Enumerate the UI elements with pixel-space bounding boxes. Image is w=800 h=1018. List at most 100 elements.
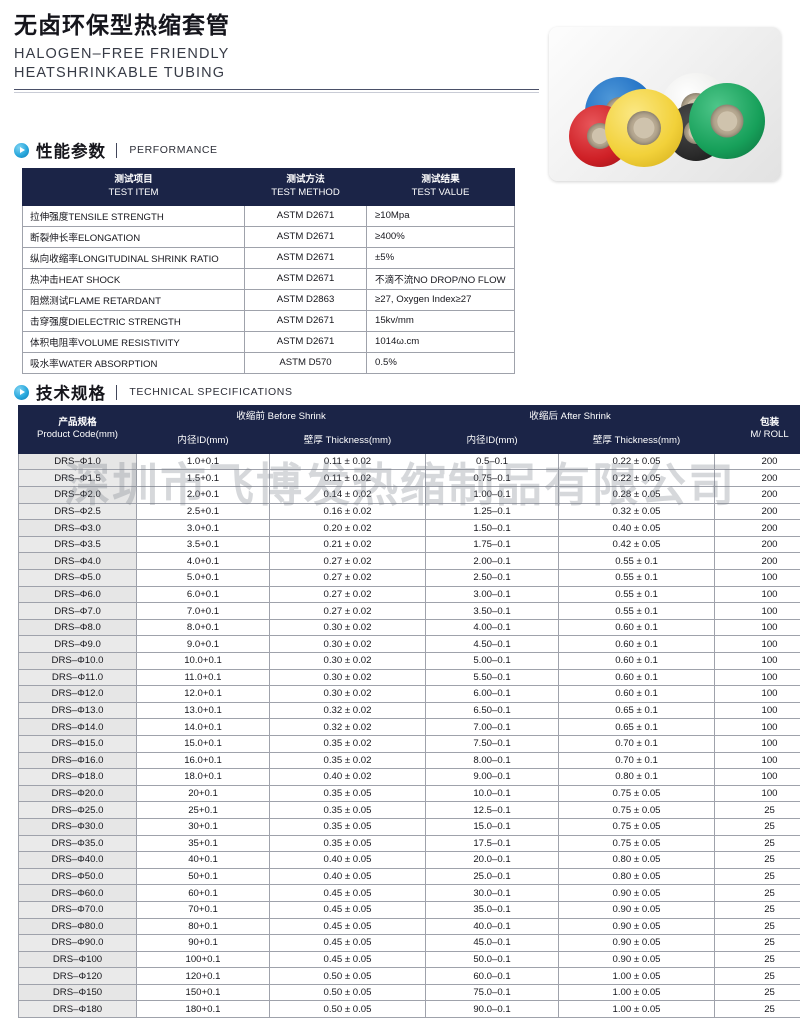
spec-after-id: 7.50–0.1: [426, 735, 559, 752]
spec-before-thickness: 0.50 ± 0.05: [270, 968, 426, 985]
page-title-en: HALOGEN–FREE FRIENDLY HEATSHRINKABLE TUB…: [14, 45, 544, 84]
spec-roll: 100: [715, 653, 800, 670]
spec-product-code: DRS–Φ5.0: [19, 570, 137, 587]
spec-before-thickness: 0.35 ± 0.05: [270, 818, 426, 835]
spec-before-thickness: 0.50 ± 0.05: [270, 1001, 426, 1018]
spec-product-code: DRS–Φ150: [19, 984, 137, 1001]
perf-item: 吸水率WATER ABSORPTION: [23, 352, 245, 373]
spec-roll: 200: [715, 520, 800, 537]
title-divider: [14, 89, 539, 90]
col-after-id: 内径ID(mm): [426, 429, 559, 453]
spec-roll: 25: [715, 835, 800, 852]
spec-product-code: DRS–Φ90.0: [19, 935, 137, 952]
spec-roll: 25: [715, 868, 800, 885]
spec-after-thickness: 0.42 ± 0.05: [559, 536, 715, 553]
section-heading-performance: 性能参数 PERFORMANCE: [14, 138, 218, 162]
spec-product-code: DRS–Φ3.0: [19, 520, 137, 537]
spec-roll: 25: [715, 901, 800, 918]
col-after-thickness: 壁厚 Thickness(mm): [559, 429, 715, 453]
spec-before-thickness: 0.16 ± 0.02: [270, 503, 426, 520]
spec-after-thickness: 0.55 ± 0.1: [559, 553, 715, 570]
spec-heading-cn: 技术规格: [36, 380, 106, 404]
tubing-roll-green: [689, 83, 765, 159]
spec-before-id: 80+0.1: [137, 918, 270, 935]
perf-method: ASTM D2671: [245, 226, 367, 247]
spec-after-id: 17.5–0.1: [426, 835, 559, 852]
spec-after-id: 0.5–0.1: [426, 453, 559, 470]
spec-product-code: DRS–Φ15.0: [19, 735, 137, 752]
spec-before-thickness: 0.11 ± 0.02: [270, 453, 426, 470]
spec-before-id: 10.0+0.1: [137, 653, 270, 670]
spec-before-id: 3.0+0.1: [137, 520, 270, 537]
spec-after-id: 50.0–0.1: [426, 951, 559, 968]
spec-product-code: DRS–Φ50.0: [19, 868, 137, 885]
spec-after-thickness: 0.60 ± 0.1: [559, 686, 715, 703]
spec-after-thickness: 0.75 ± 0.05: [559, 835, 715, 852]
spec-before-thickness: 0.30 ± 0.02: [270, 619, 426, 636]
spec-after-thickness: 0.22 ± 0.05: [559, 453, 715, 470]
spec-after-thickness: 0.70 ± 0.1: [559, 752, 715, 769]
page-title-en-line2: HEATSHRINKABLE TUBING: [14, 64, 544, 84]
spec-after-id: 6.50–0.1: [426, 702, 559, 719]
spec-after-thickness: 0.90 ± 0.05: [559, 918, 715, 935]
spec-before-thickness: 0.45 ± 0.05: [270, 918, 426, 935]
heading-separator: [116, 143, 117, 158]
spec-after-thickness: 0.80 ± 0.05: [559, 852, 715, 869]
spec-before-id: 16.0+0.1: [137, 752, 270, 769]
spec-roll: 200: [715, 536, 800, 553]
spec-after-id: 10.0–0.1: [426, 785, 559, 802]
spec-before-id: 100+0.1: [137, 951, 270, 968]
spec-roll: 25: [715, 852, 800, 869]
spec-before-id: 6.0+0.1: [137, 586, 270, 603]
spec-roll: 100: [715, 636, 800, 653]
spec-before-id: 2.0+0.1: [137, 487, 270, 504]
spec-after-thickness: 0.65 ± 0.1: [559, 719, 715, 736]
product-spec-sheet: 无卤环保型热缩套管 HALOGEN–FREE FRIENDLY HEATSHRI…: [0, 0, 800, 971]
spec-roll: 25: [715, 918, 800, 935]
spec-roll: 200: [715, 470, 800, 487]
spec-before-id: 2.5+0.1: [137, 503, 270, 520]
spec-after-thickness: 1.00 ± 0.05: [559, 1001, 715, 1018]
spec-after-thickness: 0.65 ± 0.1: [559, 702, 715, 719]
spec-before-thickness: 0.27 ± 0.02: [270, 553, 426, 570]
col-packaging-cn: 包装: [717, 417, 800, 430]
spec-product-code: DRS–Φ60.0: [19, 885, 137, 902]
spec-before-id: 11.0+0.1: [137, 669, 270, 686]
col-test-method-en: TEST METHOD: [247, 187, 364, 200]
spec-product-code: DRS–Φ10.0: [19, 653, 137, 670]
spec-before-thickness: 0.50 ± 0.05: [270, 984, 426, 1001]
spec-before-thickness: 0.40 ± 0.05: [270, 852, 426, 869]
spec-before-id: 25+0.1: [137, 802, 270, 819]
spec-roll: 25: [715, 885, 800, 902]
spec-before-id: 13.0+0.1: [137, 702, 270, 719]
spec-after-thickness: 0.28 ± 0.05: [559, 487, 715, 504]
col-test-item-cn: 测试项目: [25, 174, 242, 187]
spec-table-wrap: 产品规格 Product Code(mm) 收缩前 Before Shrink …: [18, 405, 784, 1018]
spec-product-code: DRS–Φ1.0: [19, 453, 137, 470]
spec-before-thickness: 0.27 ± 0.02: [270, 603, 426, 620]
spec-table-header-row-top: 产品规格 Product Code(mm) 收缩前 Before Shrink …: [19, 406, 800, 430]
spec-after-id: 1.50–0.1: [426, 520, 559, 537]
perf-value: ±5%: [367, 247, 515, 268]
spec-after-thickness: 0.22 ± 0.05: [559, 470, 715, 487]
spec-after-id: 45.0–0.1: [426, 935, 559, 952]
spec-before-thickness: 0.35 ± 0.05: [270, 835, 426, 852]
spec-before-thickness: 0.35 ± 0.02: [270, 735, 426, 752]
spec-after-id: 3.00–0.1: [426, 586, 559, 603]
spec-after-id: 2.00–0.1: [426, 553, 559, 570]
spec-product-code: DRS–Φ25.0: [19, 802, 137, 819]
spec-roll: 100: [715, 686, 800, 703]
spec-after-id: 1.25–0.1: [426, 503, 559, 520]
spec-before-thickness: 0.20 ± 0.02: [270, 520, 426, 537]
spec-before-id: 3.5+0.1: [137, 536, 270, 553]
